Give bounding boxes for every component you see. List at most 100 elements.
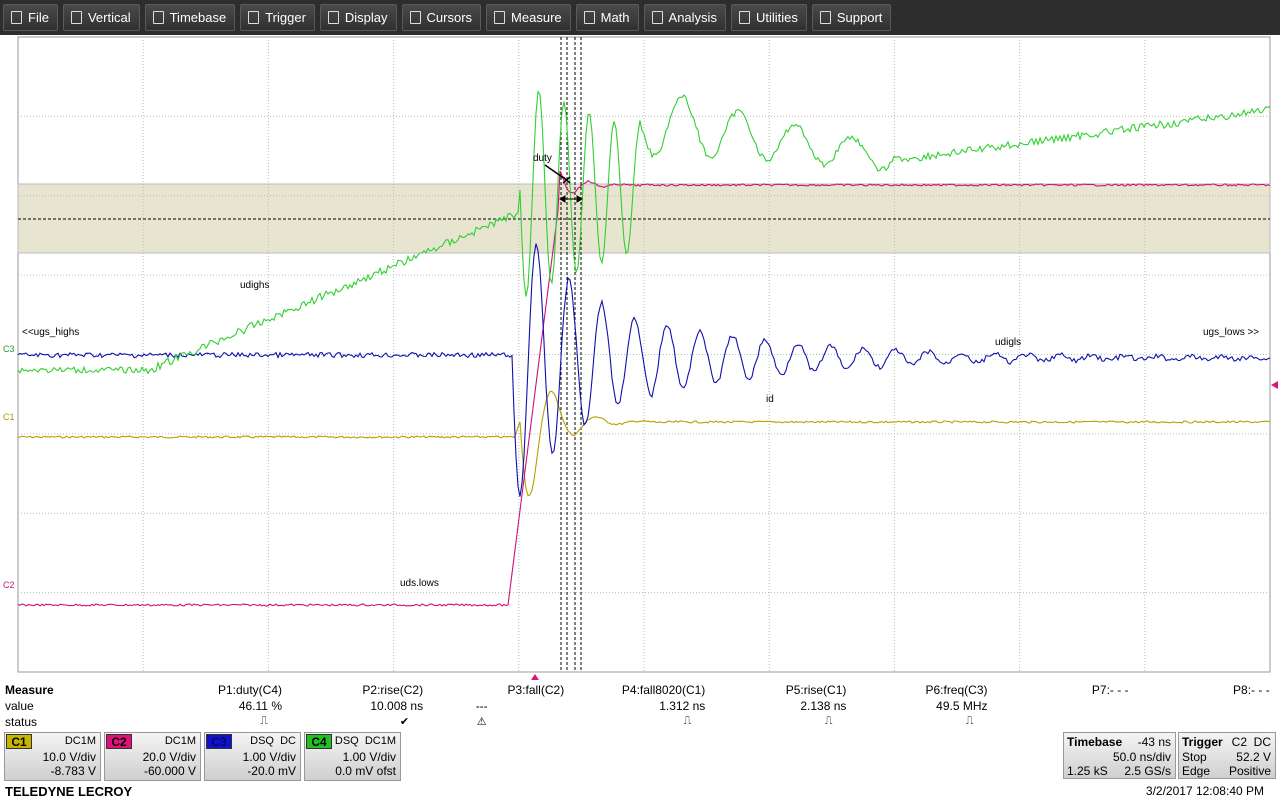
menu-button[interactable]: Cursors bbox=[401, 4, 482, 31]
menu-button[interactable]: Utilities bbox=[730, 4, 807, 31]
channel-coupling: DC1M bbox=[164, 735, 196, 747]
channel-scale: 1.00 V/div bbox=[342, 750, 396, 764]
channel-offset: -60.000 V bbox=[143, 764, 196, 778]
icon bbox=[70, 11, 82, 24]
menu-label: Cursors bbox=[426, 10, 473, 25]
trace-label: udigls bbox=[995, 337, 1022, 348]
datetime: 3/2/2017 12:08:40 PM bbox=[1145, 784, 1264, 798]
param-status: ⎍ bbox=[824, 715, 833, 727]
param-value: --- bbox=[475, 699, 488, 713]
trigger-marker bbox=[531, 674, 539, 680]
trigger-mode: Stop bbox=[1182, 750, 1207, 764]
trace-label: <<ugs_highs bbox=[22, 327, 80, 338]
channel-box[interactable]: C2 DC1M 20.0 V/div -60.000 V bbox=[104, 732, 201, 781]
param-name: P8:- - - bbox=[1233, 683, 1270, 697]
param-value: 49.5 MHz bbox=[936, 699, 988, 713]
brand: TELEDYNE LECROY bbox=[5, 784, 133, 799]
icon bbox=[494, 11, 506, 24]
menu-label: Display bbox=[344, 10, 388, 25]
icon bbox=[409, 11, 421, 24]
menu-button[interactable]: File bbox=[3, 4, 58, 31]
channel-coupling: DSQ DC bbox=[250, 735, 296, 747]
trace-label: ugs_lows >> bbox=[1203, 327, 1260, 338]
trace-label: id bbox=[766, 394, 774, 405]
timebase-box[interactable]: Timebase -43 ns 50.0 ns/div 1.25 kS 2.5 … bbox=[1063, 732, 1176, 779]
menu-label: Math bbox=[600, 10, 630, 25]
timebase-delay: -43 ns bbox=[1137, 735, 1171, 749]
icon bbox=[651, 11, 663, 24]
trigger-slope: Positive bbox=[1228, 764, 1271, 778]
trace-c2 bbox=[17, 170, 1271, 607]
measure-title: Measure bbox=[5, 683, 54, 697]
trace-label: uds.lows bbox=[400, 578, 439, 589]
trigger-title: Trigger bbox=[1182, 735, 1223, 749]
waveform-display bbox=[17, 36, 1278, 680]
param-value: 46.11 % bbox=[238, 699, 282, 713]
menu-bar: File Vertical Timebase Trigger Display Cursor… bbox=[0, 0, 1280, 35]
channel-coupling: DC1M bbox=[64, 735, 96, 747]
param-name: P6:freq(C3) bbox=[925, 683, 988, 697]
channel-badge: C4 bbox=[306, 734, 332, 749]
param-status: ⎍ bbox=[965, 715, 974, 727]
icon bbox=[248, 11, 260, 24]
channel-coupling: DSQ DC1M bbox=[334, 735, 396, 747]
trace-c4 bbox=[17, 90, 1271, 375]
menu-label: Timebase bbox=[169, 10, 227, 25]
param-status: ⚠ bbox=[476, 716, 487, 728]
trace-c3 bbox=[17, 243, 1271, 497]
param-name: P2:rise(C2) bbox=[362, 683, 424, 697]
menu-button[interactable]: Display bbox=[319, 4, 397, 31]
channel-marker: C2 bbox=[3, 580, 15, 590]
param-name: P7:- - - bbox=[1091, 683, 1129, 697]
menu-button[interactable]: Measure bbox=[486, 4, 571, 31]
timebase-samples: 1.25 kS bbox=[1067, 764, 1108, 778]
channel-box[interactable]: C3 DSQ DC 1.00 V/div -20.0 mV bbox=[204, 732, 301, 781]
channel-offset: -8.783 V bbox=[50, 764, 96, 778]
channel-box[interactable]: C4 DSQ DC1M 1.00 V/div 0.0 mV ofst bbox=[304, 732, 401, 781]
channel-badge: C2 bbox=[106, 734, 132, 749]
trigger-type: Edge bbox=[1182, 764, 1211, 778]
trigger-box[interactable]: Trigger C2 DC Stop 52.2 V Edge Positive bbox=[1178, 732, 1276, 779]
menu-button[interactable]: Math bbox=[575, 4, 639, 31]
icon bbox=[738, 11, 750, 24]
icon bbox=[152, 11, 164, 24]
param-value: 10.008 ns bbox=[370, 699, 424, 713]
channel-offset: -20.0 mV bbox=[247, 764, 296, 778]
duty-arrow bbox=[559, 195, 583, 203]
param-status: ⎍ bbox=[260, 715, 268, 727]
icon bbox=[327, 11, 339, 24]
menu-label: Vertical bbox=[87, 10, 131, 25]
param-status: ✔ bbox=[399, 716, 410, 728]
channel-box[interactable]: C1 DC1M 10.0 V/div -8.783 V bbox=[4, 732, 101, 781]
menu-label: Utilities bbox=[755, 10, 798, 25]
menu-label: File bbox=[28, 10, 49, 25]
channel-badge: C1 bbox=[6, 734, 32, 749]
param-name: P1:duty(C4) bbox=[217, 683, 282, 697]
param-value: 1.312 ns bbox=[659, 699, 706, 713]
icon bbox=[819, 11, 831, 24]
channel-offset: 0.0 mV ofst bbox=[335, 764, 396, 778]
timebase-rate: 2.5 GS/s bbox=[1124, 764, 1171, 778]
menu-button[interactable]: Timebase bbox=[144, 4, 236, 31]
param-name: P4:fall8020(C1) bbox=[621, 683, 706, 697]
measure-panel: Measure value status P1:duty(C4) 46.11 % ⎍… bbox=[0, 680, 1280, 730]
timebase-title: Timebase bbox=[1067, 735, 1123, 749]
channel-marker: C3 bbox=[3, 344, 15, 354]
trigger-source: C2 DC bbox=[1231, 735, 1271, 749]
menu-button[interactable]: Vertical bbox=[62, 4, 140, 31]
menu-button[interactable]: Analysis bbox=[643, 4, 726, 31]
menu-button[interactable]: Trigger bbox=[240, 4, 315, 31]
channel-marker: C1 bbox=[3, 412, 15, 422]
level-marker bbox=[1271, 381, 1278, 389]
menu-label: Support bbox=[836, 10, 883, 25]
param-name: P3:fall(C2) bbox=[507, 683, 565, 697]
timebase-scale: 50.0 ns/div bbox=[1112, 750, 1171, 764]
channel-scale: 1.00 V/div bbox=[242, 750, 296, 764]
trace-label: duty bbox=[533, 153, 552, 164]
param-status: ⎍ bbox=[683, 715, 692, 727]
duty-marker bbox=[544, 164, 571, 184]
row-label: value bbox=[5, 699, 34, 713]
menu-button[interactable]: Support bbox=[811, 4, 892, 31]
icon bbox=[11, 11, 22, 24]
